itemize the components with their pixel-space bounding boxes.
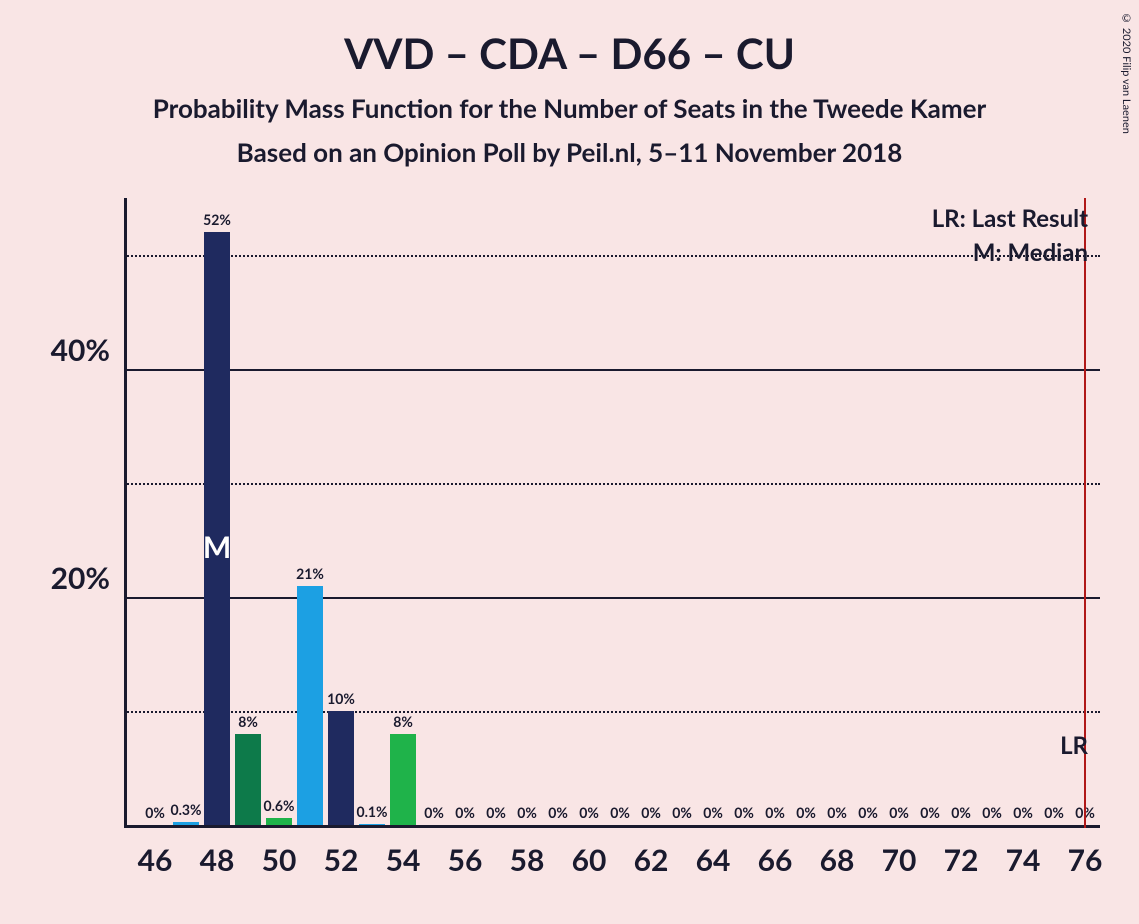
bar: 0.6% (266, 818, 292, 825)
y-axis-label: 40% (51, 332, 110, 368)
bar-value-label: 0% (455, 804, 475, 821)
bar-value-label: 0% (672, 804, 692, 821)
bar-value-label: 52% (203, 211, 231, 228)
chart-subtitle-2: Based on an Opinion Poll by Peil.nl, 5–1… (0, 136, 1139, 168)
x-axis-label: 74 (1006, 842, 1041, 878)
bar: 8% (390, 734, 416, 825)
x-axis-label: 48 (200, 842, 235, 878)
bar: 21% (297, 586, 323, 825)
bar-value-label: 0% (827, 804, 847, 821)
x-axis-label: 50 (262, 842, 297, 878)
x-axis-label: 56 (448, 842, 483, 878)
bar-value-label: 0% (920, 804, 940, 821)
bar-value-label: 0% (951, 804, 971, 821)
bar-value-label: 0% (889, 804, 909, 821)
gridline-minor (124, 255, 1100, 257)
bar: 52%M (204, 232, 230, 825)
copyright-label: © 2020 Filip van Laenen (1120, 12, 1133, 134)
bar-value-label: 0% (548, 804, 568, 821)
bar: 10% (328, 711, 354, 825)
x-axis-label: 62 (634, 842, 669, 878)
x-axis-label: 64 (696, 842, 731, 878)
bar-value-label: 8% (393, 713, 413, 730)
gridline-minor (124, 483, 1100, 485)
bar-value-label: 0% (579, 804, 599, 821)
bar-value-label: 0% (982, 804, 1002, 821)
bar-value-label: 0% (1013, 804, 1033, 821)
bar: 8% (235, 734, 261, 825)
bar-value-label: 0% (703, 804, 723, 821)
median-marker: M (203, 529, 231, 565)
bar-value-label: 0% (145, 804, 165, 821)
gridline-minor (124, 711, 1100, 713)
gridline-major (124, 369, 1100, 371)
legend-lr: LR: Last Result (932, 204, 1088, 233)
chart-plot-area: 20%40%0%0.3%52%M8%0.6%21%10%0.1%8%0%0%0%… (124, 198, 1100, 828)
bar-value-label: 0% (486, 804, 506, 821)
bar-value-label: 0% (765, 804, 785, 821)
lr-axis-label: LR (1060, 731, 1088, 760)
gridline-major (124, 597, 1100, 599)
x-axis-label: 60 (572, 842, 607, 878)
bar-value-label: 0% (858, 804, 878, 821)
x-axis-label: 68 (820, 842, 855, 878)
chart-subtitle-1: Probability Mass Function for the Number… (0, 92, 1139, 124)
bar-value-label: 0.6% (263, 797, 294, 814)
bar-value-label: 8% (238, 713, 258, 730)
bar-value-label: 0% (796, 804, 816, 821)
bar-value-label: 0% (734, 804, 754, 821)
x-axis-label: 70 (882, 842, 917, 878)
x-axis-label: 58 (510, 842, 545, 878)
bar-value-label: 10% (327, 690, 355, 707)
y-axis-label: 20% (51, 560, 110, 596)
chart-title: VVD – CDA – D66 – CU (0, 0, 1139, 78)
legend-median: M: Median (973, 238, 1088, 267)
x-axis (124, 825, 1100, 828)
x-axis-label: 54 (386, 842, 421, 878)
x-axis-label: 66 (758, 842, 793, 878)
bar-value-label: 0% (424, 804, 444, 821)
x-axis-label: 76 (1068, 842, 1103, 878)
y-axis (124, 198, 127, 828)
x-axis-label: 72 (944, 842, 979, 878)
bar-value-label: 0.1% (356, 803, 387, 820)
bar-value-label: 0% (610, 804, 630, 821)
x-axis-label: 52 (324, 842, 359, 878)
x-axis-label: 46 (138, 842, 173, 878)
bar: 0.3% (173, 822, 199, 825)
bar-value-label: 0% (517, 804, 537, 821)
bar-value-label: 0% (641, 804, 661, 821)
bar-value-label: 0% (1044, 804, 1064, 821)
bar-value-label: 21% (296, 565, 324, 582)
bar: 0.1% (359, 824, 385, 825)
bar-value-label: 0.3% (170, 801, 201, 818)
